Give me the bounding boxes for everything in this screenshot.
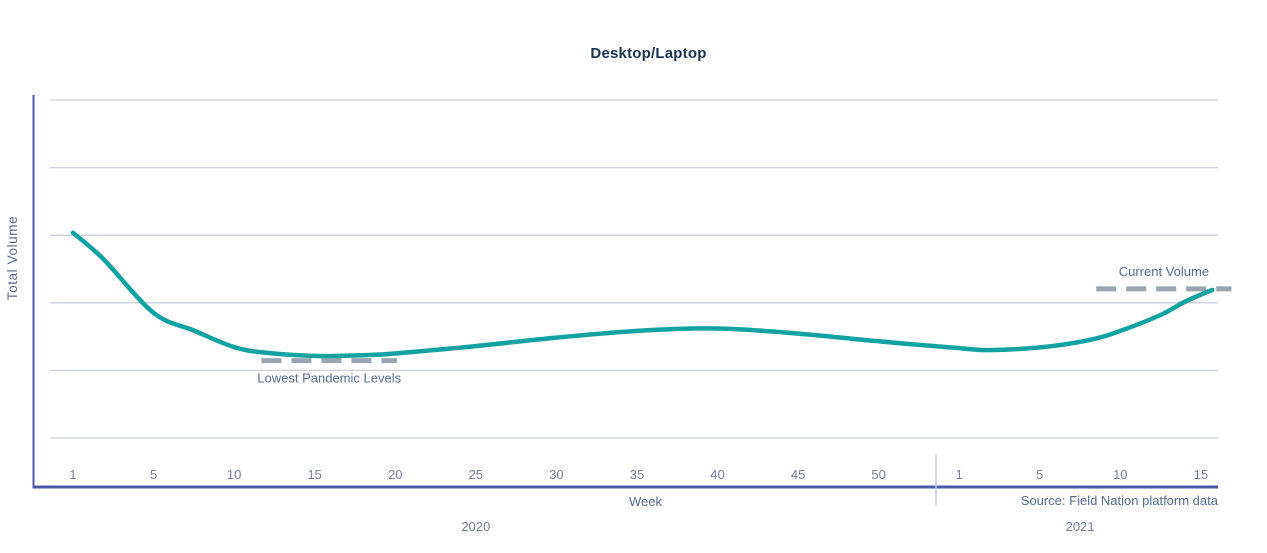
x-tick-label: 10: [227, 467, 241, 482]
x-tick-label: 1: [956, 467, 963, 482]
annotation-label-lowest-pandemic-levels: Lowest Pandemic Levels: [257, 371, 401, 386]
x-tick-label: 1: [69, 467, 76, 482]
volume-line-series: [70, 230, 1215, 359]
yaxis-title: Total Volume: [5, 216, 20, 301]
x-tick-label: 20: [388, 467, 402, 482]
x-tick-label: 40: [710, 467, 724, 482]
x-tick-label: 50: [871, 467, 885, 482]
x-tick-label: 35: [630, 467, 644, 482]
x-tick-label: 30: [549, 467, 563, 482]
x-tick-label: 5: [150, 467, 157, 482]
x-tick-label: 15: [1194, 467, 1208, 482]
xaxis-title: Week: [629, 494, 662, 509]
source-note: Source: Field Nation platform data: [1021, 493, 1219, 508]
year-label-2020: 2020: [461, 519, 490, 534]
x-tick-label: 10: [1113, 467, 1127, 482]
x-tick-label: 25: [469, 467, 483, 482]
x-tick-label: 45: [791, 467, 805, 482]
x-tick-label: 15: [307, 467, 321, 482]
year-label-2021: 2021: [1066, 519, 1095, 534]
annotation-label-current-volume: Current Volume: [1119, 264, 1209, 279]
chart-title: Desktop/Laptop: [590, 45, 707, 62]
x-tick-label: 5: [1036, 467, 1043, 482]
